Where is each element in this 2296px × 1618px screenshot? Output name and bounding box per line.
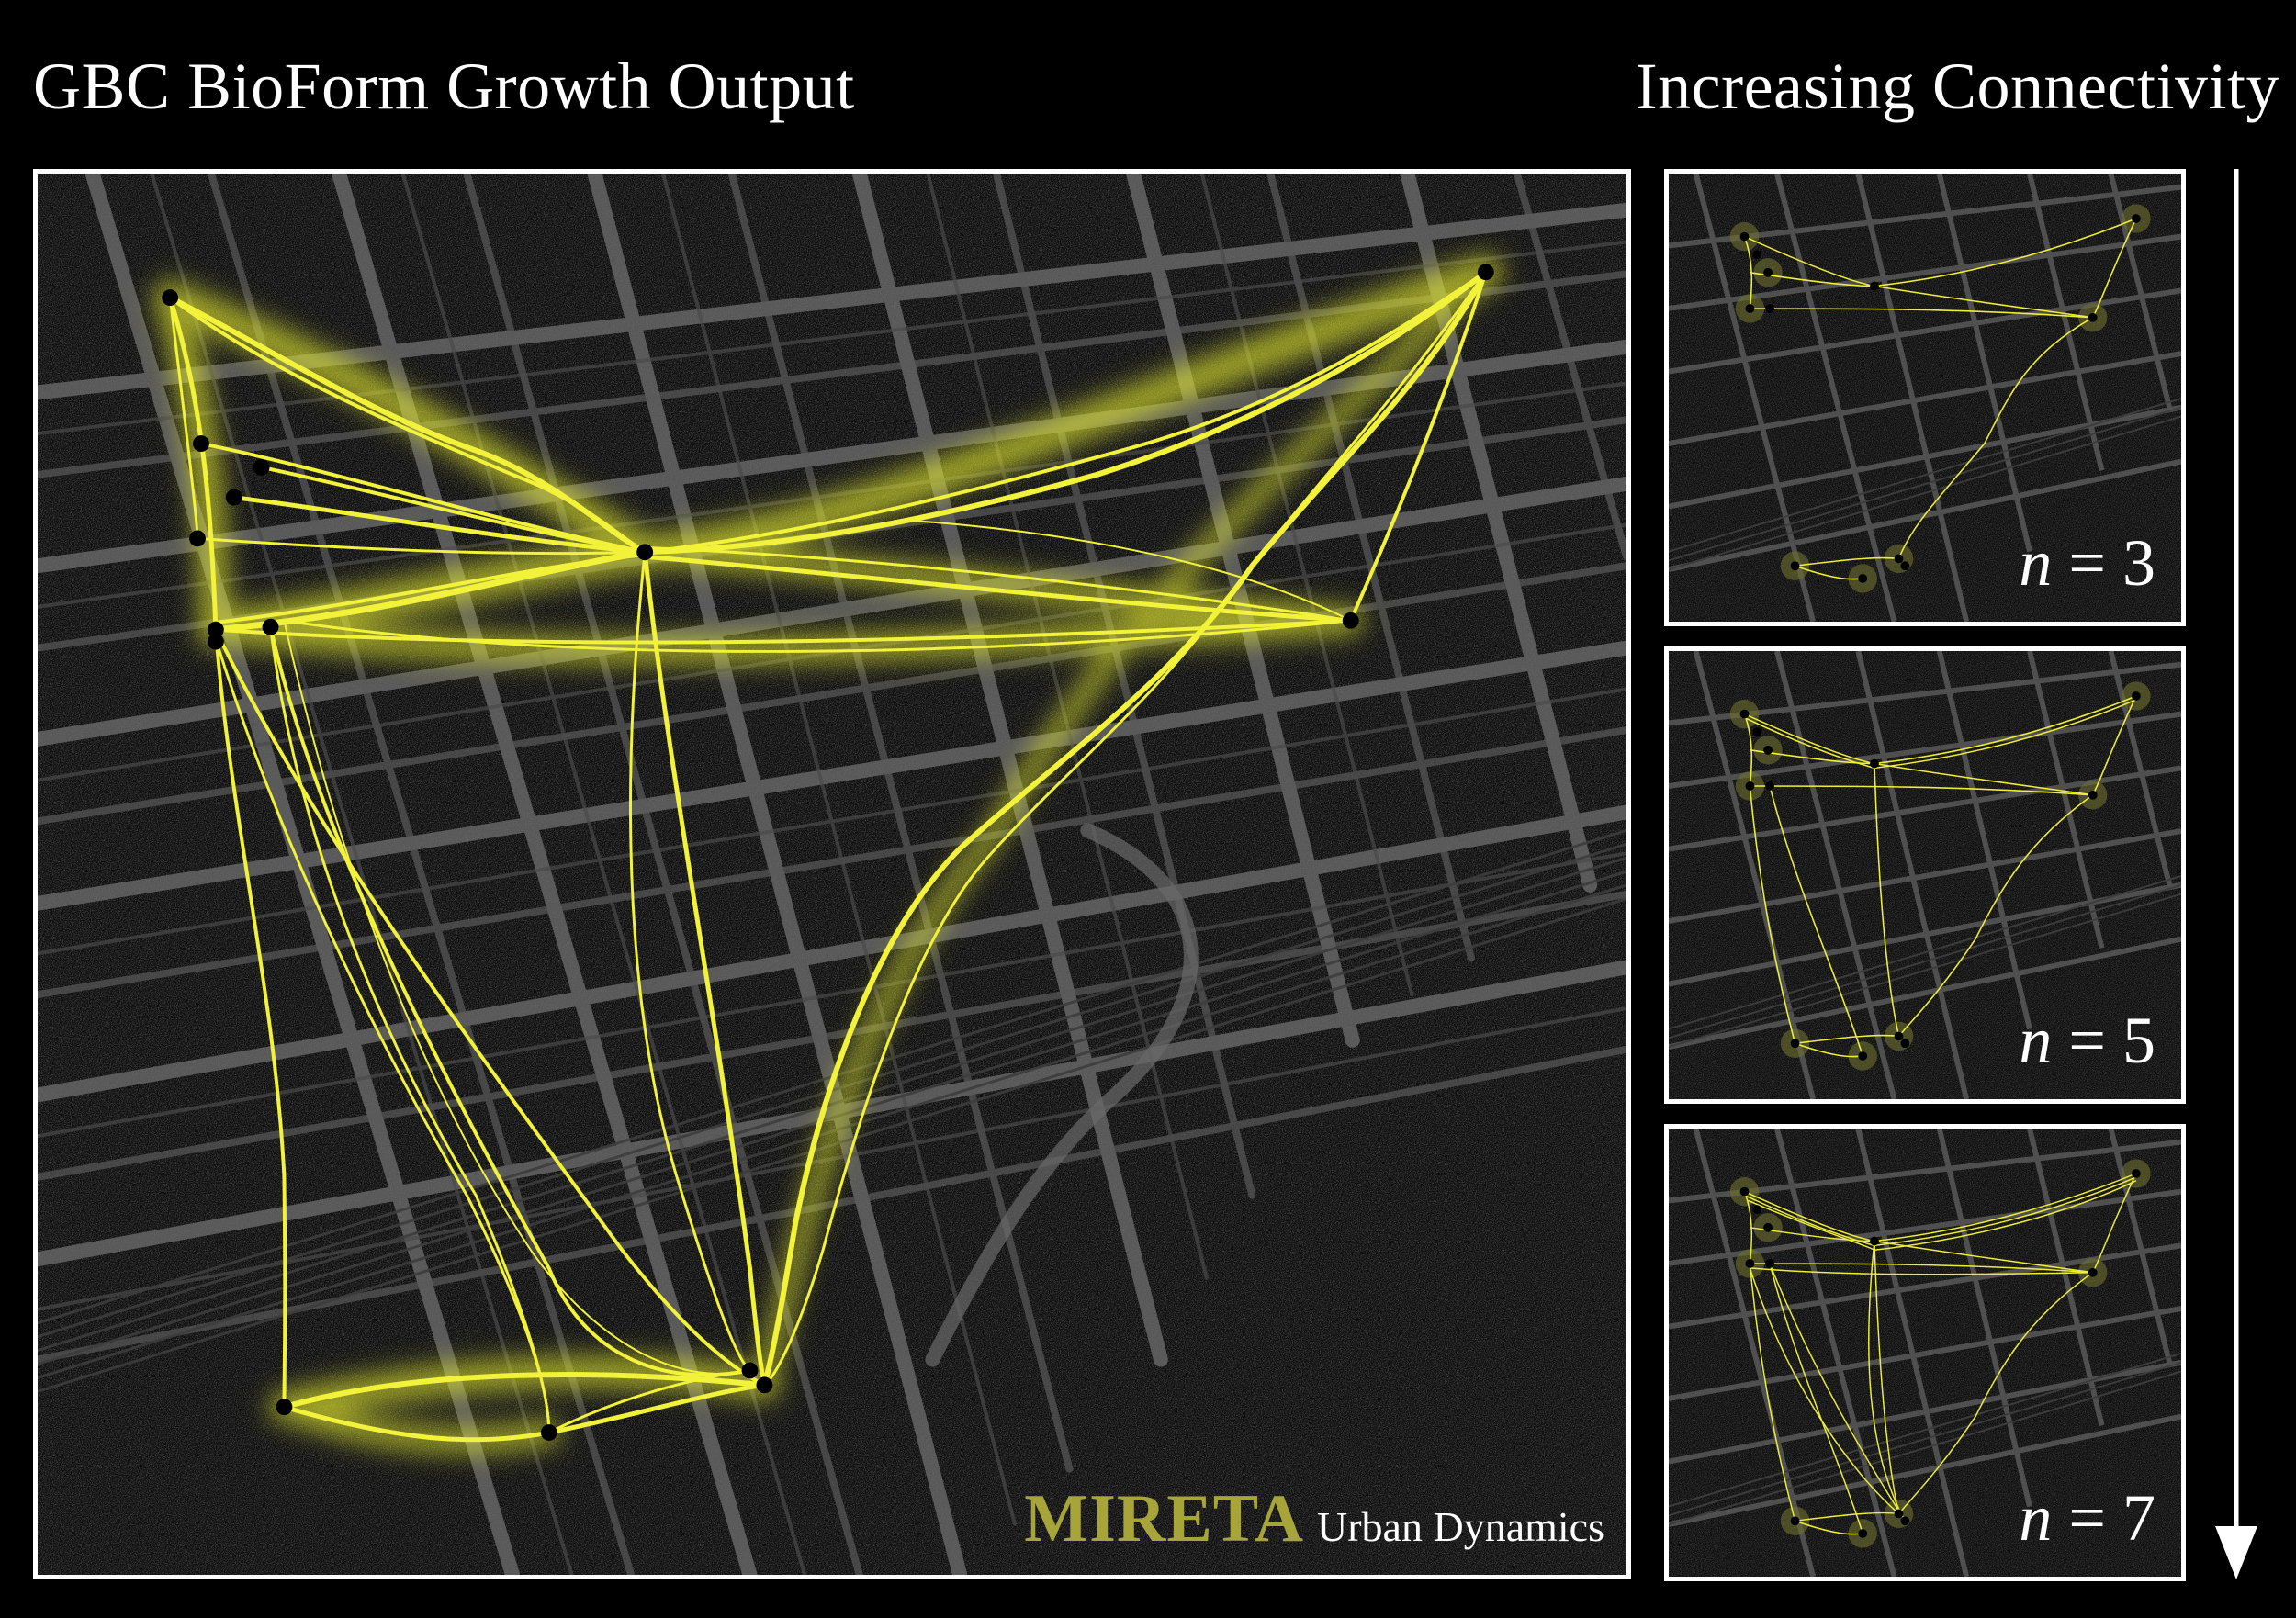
network-strands [1743,218,2137,580]
network-node [207,621,224,638]
brand-name: MIRETA [1024,1481,1305,1556]
thumbnail-n5: n = 5 [1664,646,2186,1104]
network-node [540,1424,557,1441]
network-node [162,289,179,307]
n-variable: n [2019,1004,2053,1077]
connectivity-heading: Increasing Connectivity [1635,50,2279,123]
network-map-n7 [1669,1129,2181,1577]
page-title: GBC BioForm Growth Output [33,50,855,123]
equals-sign: = [2068,1481,2106,1555]
n-variable: n [2019,526,2053,600]
equals-sign: = [2068,1004,2106,1077]
thumbnail-n3: n = 3 [1664,169,2186,626]
network-strands [167,269,1489,1443]
network-node [262,618,279,635]
network-node [636,544,654,561]
network-map-n5 [1669,651,2181,1099]
brand-mark: MIRETA Urban Dynamics [1024,1485,1604,1553]
network-nodes [162,264,1494,1441]
network-node [253,458,270,476]
connectivity-label-n7: n = 7 [2019,1485,2155,1551]
connectivity-label-n5: n = 5 [2019,1007,2155,1073]
growth-network-map [38,174,1626,1575]
down-arrow-icon [2215,169,2257,1579]
connectivity-label-n3: n = 3 [2019,530,2155,596]
network-node [741,1362,759,1379]
network-node [756,1376,773,1394]
network-node [207,633,224,650]
n-variable: n [2019,1481,2053,1555]
network-node [1342,612,1359,629]
network-node [193,435,209,453]
n-value: 3 [2122,526,2155,600]
network-map-n3 [1669,174,2181,622]
network-node [225,489,242,506]
equals-sign: = [2068,526,2106,600]
network-node [1477,264,1494,281]
thumbnail-n7: n = 7 [1664,1124,2186,1581]
main-growth-map: MIRETA Urban Dynamics [33,169,1631,1579]
network-node [276,1399,293,1416]
brand-tagline: Urban Dynamics [1317,1503,1604,1550]
network-strands [1743,695,2137,1058]
network-node [189,530,206,547]
n-value: 7 [2122,1481,2155,1555]
node-halos [1729,204,2151,593]
n-value: 5 [2122,1004,2155,1077]
network-strands [1743,1173,2137,1535]
